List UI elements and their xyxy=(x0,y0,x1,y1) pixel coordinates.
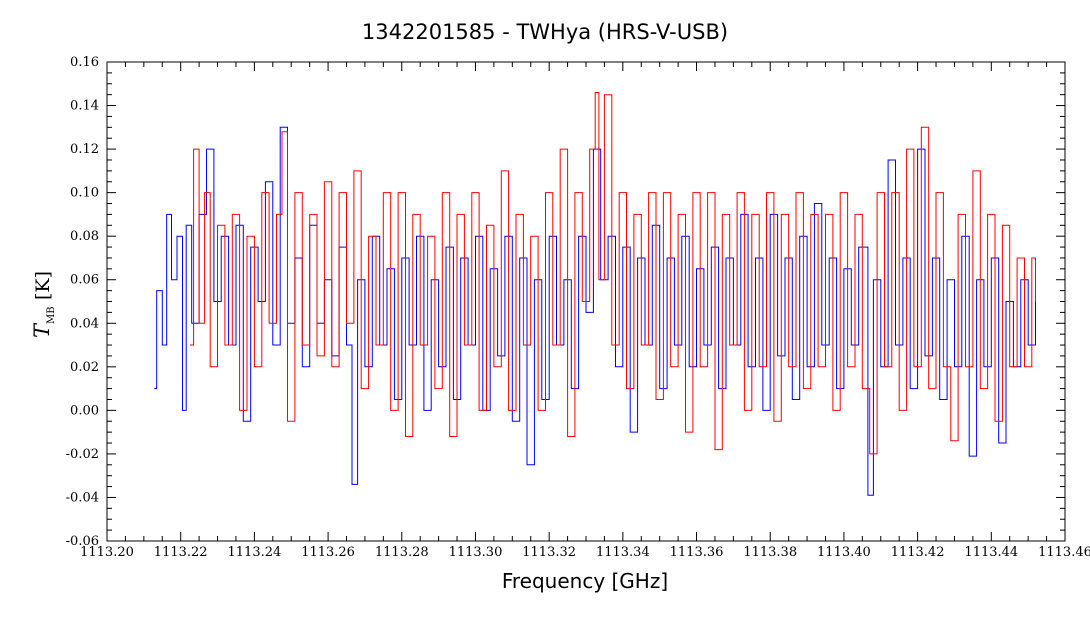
y-tick-label: 0.00 xyxy=(70,403,99,418)
y-tick-label: 0.16 xyxy=(70,55,99,70)
y-tick-label: -0.02 xyxy=(66,447,99,462)
x-tick-label: 1113.42 xyxy=(891,545,945,560)
x-tick-label: 1113.38 xyxy=(743,545,797,560)
x-tick-label: 1113.40 xyxy=(817,545,871,560)
y-tick-label: -0.04 xyxy=(66,490,99,505)
y-tick-label: -0.06 xyxy=(66,534,99,549)
series-layer xyxy=(154,92,1036,496)
x-tick-label: 1113.36 xyxy=(670,545,724,560)
y-axis-label-unit: [K] xyxy=(32,271,54,300)
chart-title: 1342201585 - TWHya (HRS-V-USB) xyxy=(362,20,728,44)
y-tick-label: 0.10 xyxy=(70,186,99,201)
y-tick-label: 0.04 xyxy=(70,316,99,331)
x-tick-label: 1113.24 xyxy=(228,545,282,560)
x-tick-label: 1113.20 xyxy=(80,545,134,560)
y-tick-label: 0.12 xyxy=(70,142,99,157)
x-tick-label: 1113.30 xyxy=(449,545,503,560)
y-tick-label: 0.08 xyxy=(70,229,99,244)
y-tick-label: 0.06 xyxy=(70,273,99,288)
y-axis-label-main: T xyxy=(30,322,54,338)
x-tick-label: 1113.46 xyxy=(1038,545,1090,560)
y-axis-label-subscript: MB xyxy=(46,306,57,324)
x-axis-label: Frequency [GHz] xyxy=(502,569,668,593)
series-line-blue xyxy=(154,126,1036,496)
tick-layer: 1113.20 1113.22 1113.24 1113.26 1113.28 1113.… xyxy=(66,55,1090,560)
series-line-red xyxy=(189,92,1036,455)
y-axis-label: T MB [K] xyxy=(30,271,57,338)
y-tick-label: 0.02 xyxy=(70,360,99,375)
y-tick-label: 0.14 xyxy=(70,99,99,114)
x-tick-label: 1113.26 xyxy=(301,545,355,560)
x-tick-label: 1113.22 xyxy=(154,545,208,560)
x-tick-label: 1113.28 xyxy=(375,545,429,560)
x-tick-label: 1113.34 xyxy=(596,545,650,560)
x-tick-label: 1113.32 xyxy=(522,545,576,560)
x-tick-label: 1113.44 xyxy=(964,545,1018,560)
